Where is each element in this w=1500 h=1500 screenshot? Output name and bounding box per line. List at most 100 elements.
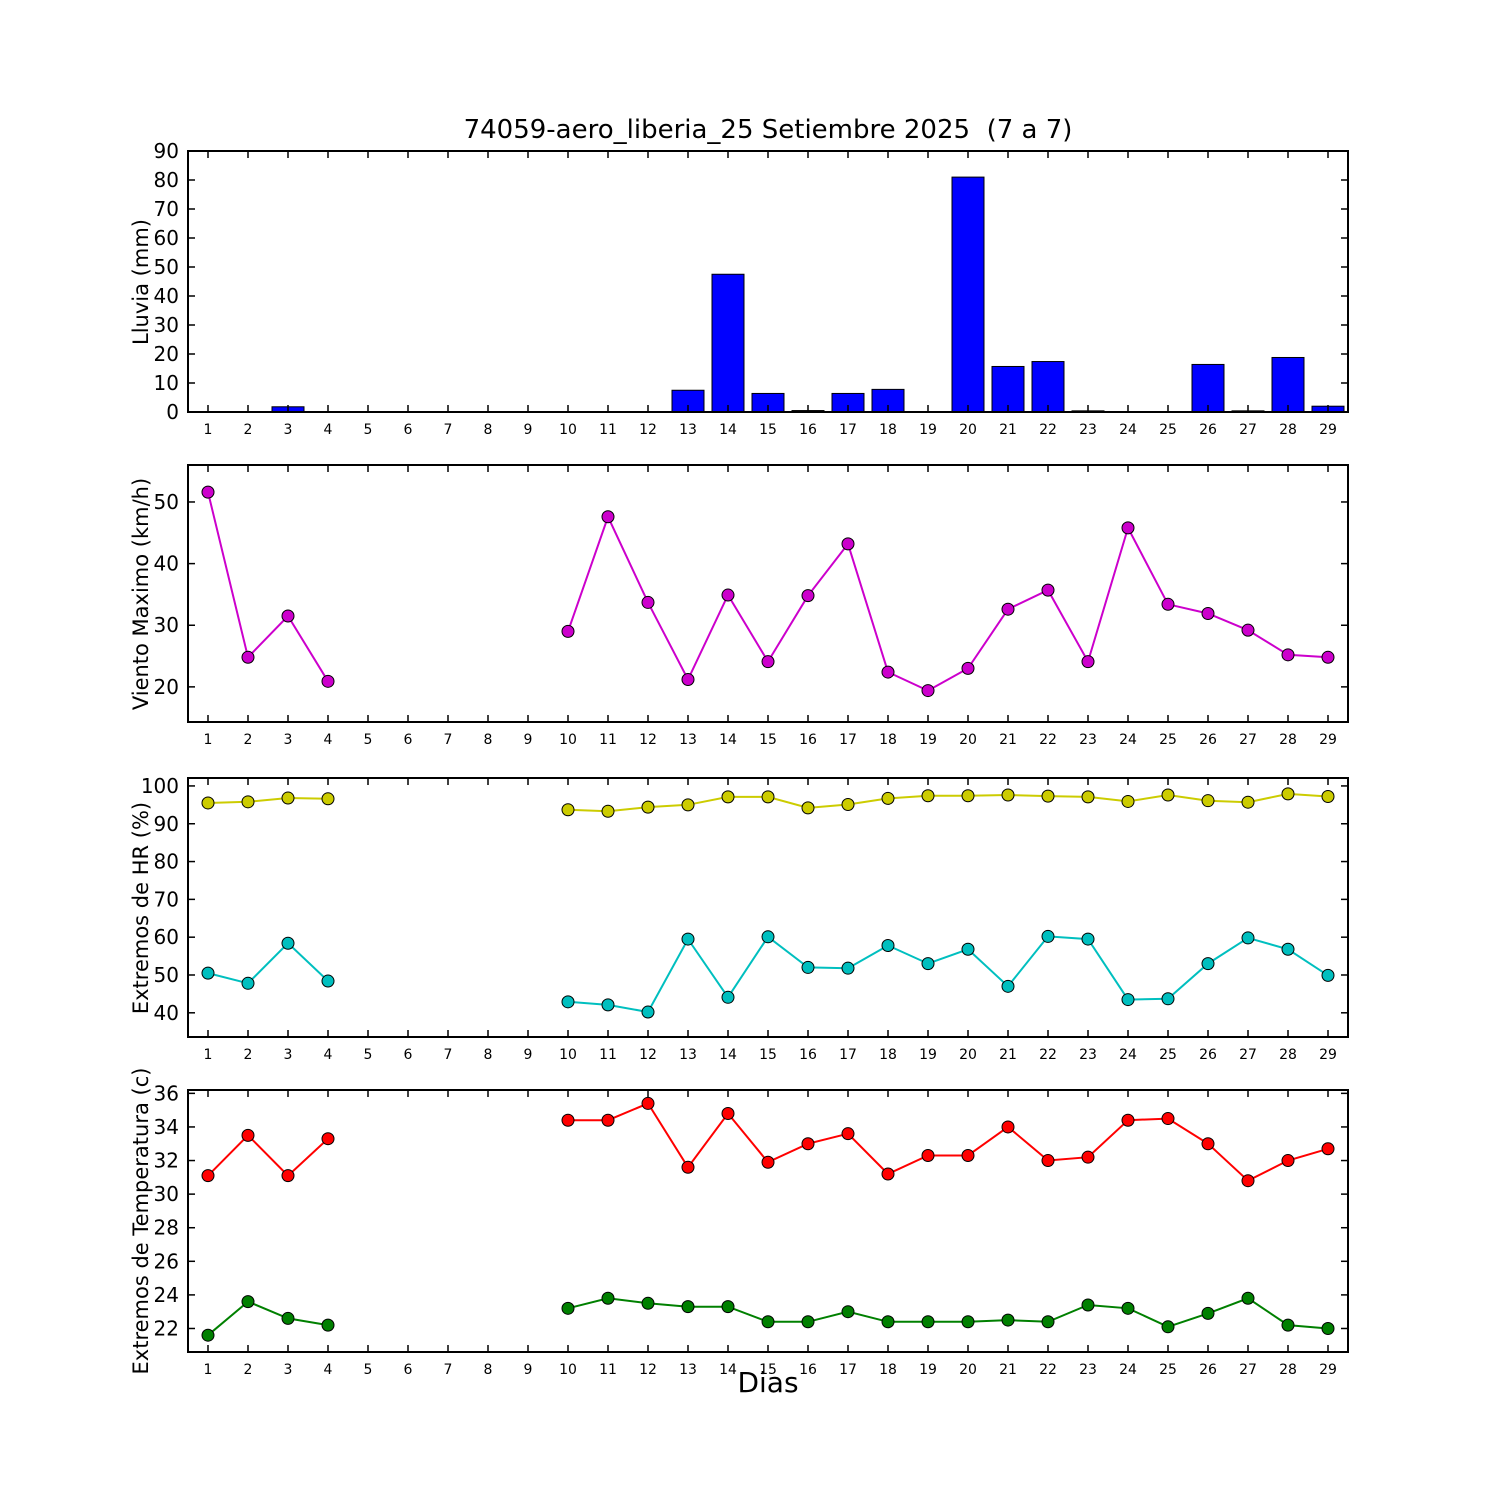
xtick-label: 9 <box>524 1362 533 1378</box>
temp_maxima-point-day-28 <box>1281 1154 1295 1168</box>
xtick-label: 2 <box>244 732 253 748</box>
hr_minima-line <box>207 935 1329 1014</box>
xtick-label: 5 <box>364 1362 373 1378</box>
temp_maxima-point-day-15 <box>761 1155 775 1169</box>
xtick-label: 24 <box>1119 1362 1137 1378</box>
xtick-label: 26 <box>1199 732 1217 748</box>
rain-bar-day-28 <box>1271 356 1305 413</box>
ytick-label: 100 <box>141 774 179 798</box>
xtick-label: 3 <box>284 1362 293 1378</box>
xtick-label: 21 <box>999 732 1017 748</box>
hr_maxima-point-day-13 <box>681 798 695 812</box>
viento_maximo-point-day-3 <box>281 609 295 623</box>
xtick-label: 10 <box>559 732 577 748</box>
temp_minima-line <box>207 1297 1329 1336</box>
xtick-label: 15 <box>759 732 777 748</box>
temp_minima-point-day-28 <box>1281 1318 1295 1332</box>
ytick-label: 24 <box>154 1283 179 1307</box>
xtick-label: 24 <box>1119 1047 1137 1063</box>
xtick-label: 28 <box>1279 732 1297 748</box>
temp_minima-point-day-17 <box>841 1305 855 1319</box>
xtick-label: 13 <box>679 1362 697 1378</box>
temp_maxima-point-day-24 <box>1121 1113 1135 1127</box>
axes-frame-lluvia <box>187 150 1349 413</box>
xtick-label: 13 <box>679 422 697 438</box>
xtick-label: 12 <box>639 732 657 748</box>
hr_minima-point-day-4 <box>321 974 335 988</box>
xtick-label: 14 <box>719 732 737 748</box>
xtick-label: 18 <box>879 1047 897 1063</box>
xtick-label: 21 <box>999 422 1017 438</box>
chart-title: 74059-aero_liberia_25 Setiembre 2025 (7 … <box>463 115 1073 145</box>
xtick-label: 18 <box>879 422 897 438</box>
viento_maximo-point-day-12 <box>641 595 655 609</box>
axes-frame-viento <box>187 464 1349 723</box>
hr_maxima-point-day-24 <box>1121 794 1135 808</box>
temp_maxima-point-day-12 <box>641 1096 655 1110</box>
hr_minima-point-day-12 <box>641 1005 655 1019</box>
temp_minima-point-day-3 <box>281 1311 295 1325</box>
ytick-label: 50 <box>154 490 179 514</box>
xtick-label: 27 <box>1239 1047 1257 1063</box>
temp_minima-point-day-26 <box>1201 1306 1215 1320</box>
xtick-label: 18 <box>879 1362 897 1378</box>
hr_minima-point-day-14 <box>721 990 735 1004</box>
xtick-label: 13 <box>679 732 697 748</box>
xtick-label: 4 <box>324 1047 333 1063</box>
xtick-label: 27 <box>1239 422 1257 438</box>
viento_maximo-point-day-2 <box>241 650 255 664</box>
viento_maximo-point-day-4 <box>321 674 335 688</box>
temp_minima-point-day-15 <box>761 1315 775 1329</box>
temp_minima-point-day-21 <box>1001 1313 1015 1327</box>
viento_maximo-point-day-18 <box>881 665 895 679</box>
hr_minima-point-day-29 <box>1321 968 1335 982</box>
ytick-label: 30 <box>154 313 179 337</box>
temp_maxima-point-day-2 <box>241 1128 255 1142</box>
temp_minima-point-day-10 <box>561 1301 575 1315</box>
xtick-label: 19 <box>919 422 937 438</box>
temp_maxima-point-day-26 <box>1201 1137 1215 1151</box>
xtick-label: 17 <box>839 732 857 748</box>
temp_minima-point-day-12 <box>641 1296 655 1310</box>
hr_maxima-point-day-14 <box>721 790 735 804</box>
xtick-label: 9 <box>524 1047 533 1063</box>
temp_minima-point-day-18 <box>881 1315 895 1329</box>
xtick-label: 23 <box>1079 732 1097 748</box>
xtick-label: 14 <box>719 422 737 438</box>
ytick-label: 26 <box>154 1249 179 1273</box>
hr_minima-point-day-10 <box>561 995 575 1009</box>
xtick-label: 21 <box>999 1047 1017 1063</box>
xtick-label: 19 <box>919 732 937 748</box>
viento_maximo-point-day-28 <box>1281 648 1295 662</box>
ytick-label: 10 <box>154 371 179 395</box>
xtick-label: 2 <box>244 422 253 438</box>
xtick-label: 10 <box>559 1047 577 1063</box>
ytick-label: 36 <box>154 1081 179 1105</box>
xlabel: Dias <box>737 1366 799 1399</box>
xtick-label: 8 <box>484 1362 493 1378</box>
xtick-label: 27 <box>1239 732 1257 748</box>
xtick-label: 20 <box>959 422 977 438</box>
xtick-label: 28 <box>1279 1047 1297 1063</box>
ytick-label: 30 <box>154 613 179 637</box>
xtick-label: 4 <box>324 1362 333 1378</box>
xtick-label: 19 <box>919 1047 937 1063</box>
temp_maxima-point-day-17 <box>841 1127 855 1141</box>
xtick-label: 14 <box>719 1047 737 1063</box>
hr_minima-point-day-13 <box>681 932 695 946</box>
xtick-label: 5 <box>364 1047 373 1063</box>
xtick-label: 17 <box>839 1047 857 1063</box>
xtick-label: 1 <box>204 422 213 438</box>
xtick-label: 3 <box>284 732 293 748</box>
xtick-label: 25 <box>1159 732 1177 748</box>
ytick-label: 40 <box>154 284 179 308</box>
temp_minima-point-day-27 <box>1241 1291 1255 1305</box>
xtick-label: 1 <box>204 1047 213 1063</box>
hr_minima-point-day-21 <box>1001 979 1015 993</box>
viento_maximo-point-day-14 <box>721 588 735 602</box>
temp_minima-point-day-23 <box>1081 1298 1095 1312</box>
xtick-label: 23 <box>1079 1362 1097 1378</box>
hr_minima-point-day-24 <box>1121 993 1135 1007</box>
